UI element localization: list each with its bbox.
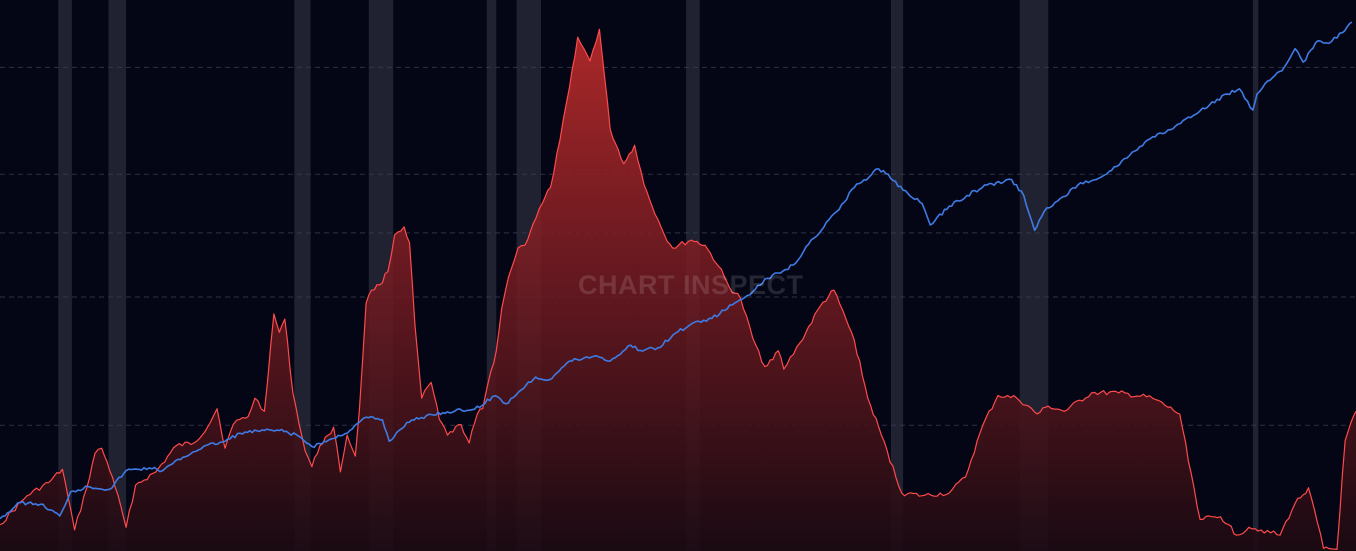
recession-band (294, 0, 311, 551)
recession-band (58, 0, 72, 551)
area-series-fill (0, 29, 1356, 551)
recession-band (486, 0, 497, 551)
line-series-path (0, 21, 1353, 520)
area-series (0, 28, 1356, 551)
recession-band (1252, 0, 1259, 551)
area-series-line (0, 28, 1356, 550)
recession-band (890, 0, 904, 551)
recession-band (108, 0, 127, 551)
line-series (0, 21, 1353, 520)
